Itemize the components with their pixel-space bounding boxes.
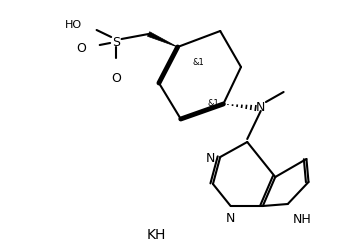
Text: N: N — [256, 100, 266, 113]
Text: NH: NH — [293, 212, 312, 225]
Text: &1: &1 — [208, 98, 220, 107]
Text: KH: KH — [146, 227, 166, 241]
Text: HO: HO — [65, 20, 82, 30]
Text: &1: &1 — [192, 57, 204, 66]
Text: N: N — [206, 151, 215, 164]
Text: N: N — [226, 211, 235, 224]
Text: O: O — [76, 41, 86, 54]
Text: S: S — [112, 35, 120, 48]
Text: O: O — [111, 72, 121, 85]
Polygon shape — [148, 33, 177, 48]
